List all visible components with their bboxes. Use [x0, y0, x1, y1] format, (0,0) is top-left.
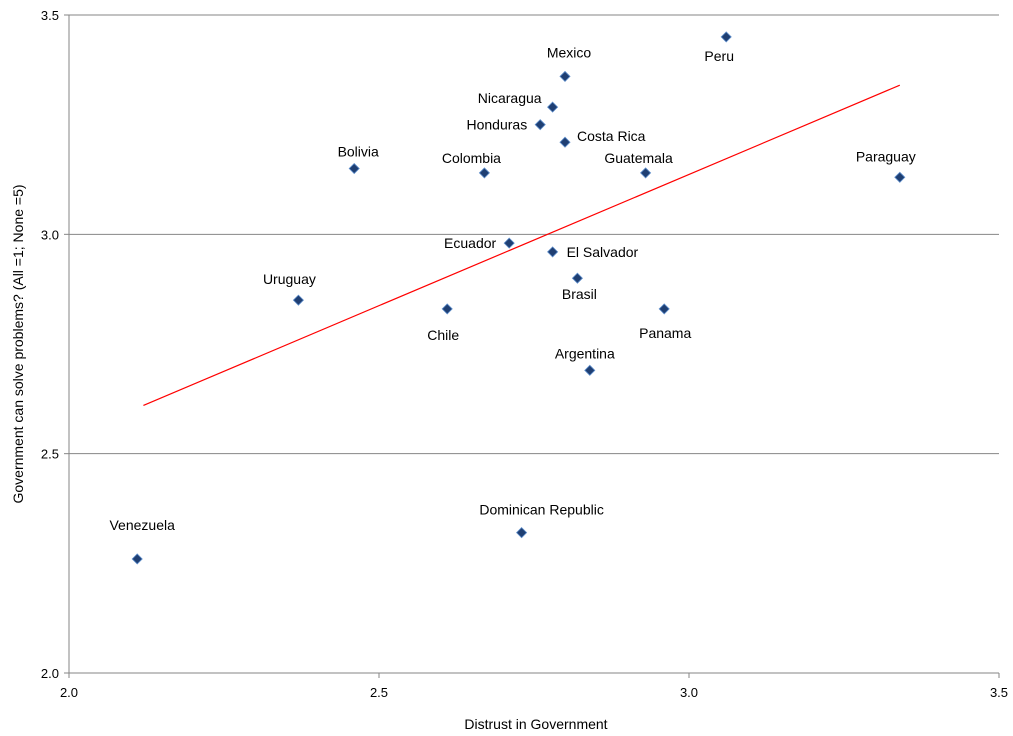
- data-label: El Salvador: [567, 244, 639, 260]
- data-label: Ecuador: [444, 235, 496, 251]
- axes: [64, 14, 1000, 678]
- grid-lines: [69, 14, 999, 455]
- data-label: Colombia: [442, 150, 501, 166]
- data-label: Panama: [639, 325, 691, 341]
- trendline: [143, 84, 901, 406]
- data-point: [640, 167, 652, 179]
- data-point: [478, 167, 490, 179]
- y-tick-label: 2.0: [41, 666, 59, 681]
- x-tick-label: 2.0: [60, 685, 78, 700]
- data-point: [720, 31, 732, 43]
- data-label: Guatemala: [604, 150, 673, 166]
- data-point: [534, 119, 546, 131]
- data-label: Chile: [427, 327, 459, 343]
- data-point: [571, 272, 583, 284]
- data-point: [559, 136, 571, 148]
- data-point: [292, 294, 304, 306]
- data-point: [559, 70, 571, 82]
- data-label: Bolivia: [338, 144, 379, 160]
- x-axis-title: Distrust in Government: [464, 716, 607, 732]
- data-label: Argentina: [555, 345, 615, 361]
- data-label: Uruguay: [263, 271, 316, 287]
- data-point: [584, 364, 596, 376]
- data-point: [547, 246, 559, 258]
- data-label: Peru: [704, 48, 734, 64]
- x-tick-label: 2.5: [370, 685, 388, 700]
- data-label: Venezuela: [109, 517, 175, 533]
- data-point: [441, 303, 453, 315]
- data-label: Nicaragua: [478, 90, 542, 106]
- y-tick-label: 3.0: [41, 227, 59, 242]
- data-point: [131, 553, 143, 565]
- data-label: Dominican Republic: [479, 502, 604, 518]
- data-points: [131, 31, 906, 565]
- data-point: [894, 171, 906, 183]
- y-axis-title: Government can solve problems? (All =1; …: [10, 184, 26, 503]
- tick-labels: 2.0 2.5 3.0 3.5 2.0 2.5 3.0 3.5: [41, 8, 1008, 700]
- y-tick-label: 2.5: [41, 447, 59, 462]
- y-tick-label: 3.5: [41, 8, 59, 23]
- x-tick-label: 3.0: [680, 685, 698, 700]
- x-tick-label: 3.5: [990, 685, 1008, 700]
- point-labels: Venezuela Uruguay Bolivia Chile Colombia Ecua…: [109, 44, 915, 533]
- data-label: Brasil: [562, 286, 597, 302]
- data-point: [503, 237, 515, 249]
- data-label: Honduras: [466, 117, 527, 133]
- data-point: [516, 527, 528, 539]
- data-point: [348, 162, 360, 175]
- trendline-group: [143, 84, 901, 406]
- data-point: [547, 101, 559, 113]
- data-point: [658, 303, 670, 315]
- data-label: Paraguay: [856, 148, 916, 164]
- data-label: Costa Rica: [577, 128, 646, 144]
- data-label: Mexico: [547, 44, 592, 60]
